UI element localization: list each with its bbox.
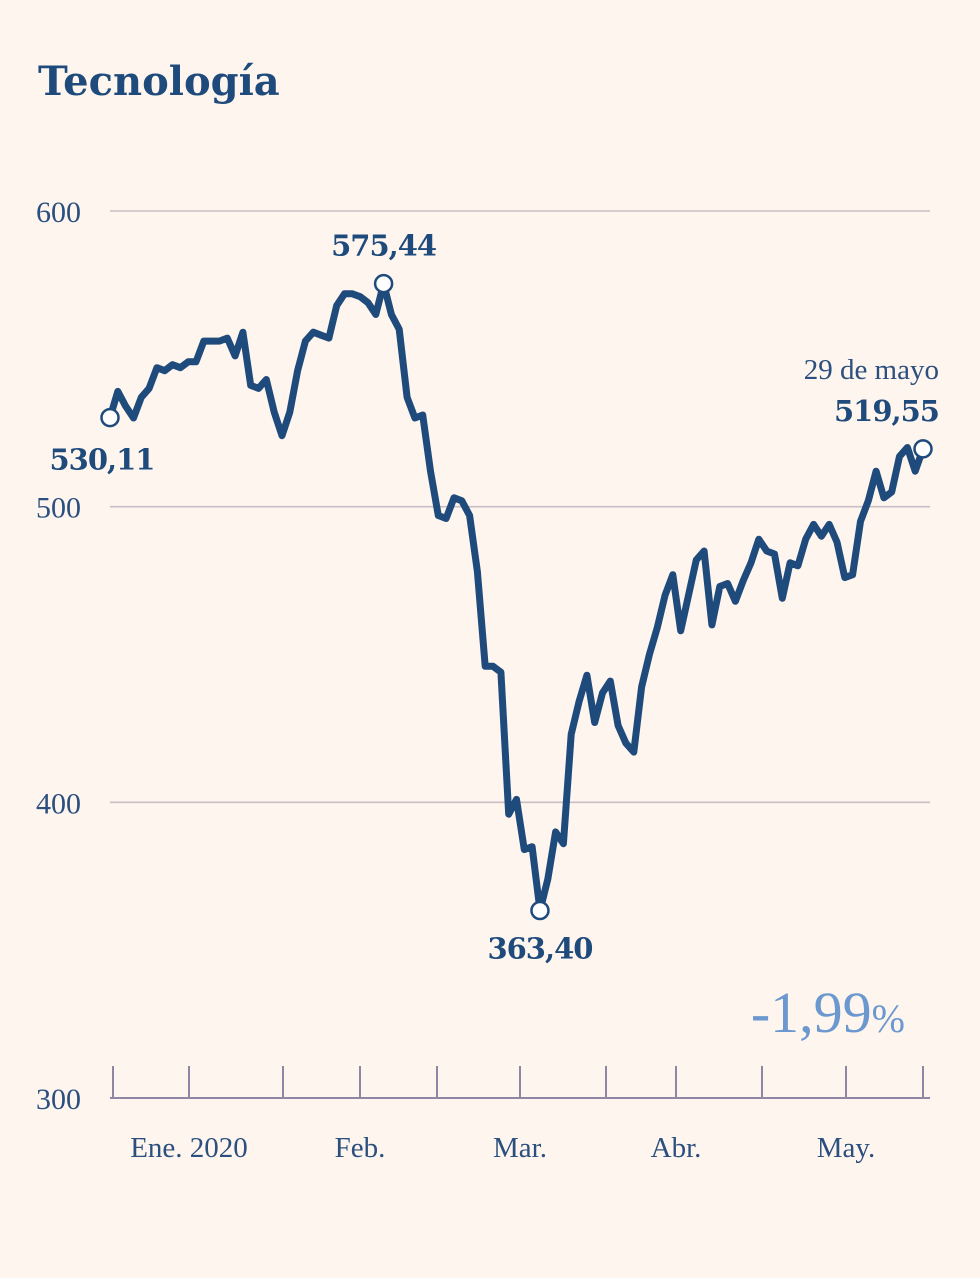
chart-title: Tecnología [38,58,280,105]
x-tick-label-0: Ene. 2020 [130,1132,248,1164]
y-tick-labels: 300 400 500 600 [36,196,81,1116]
change-unit: % [872,996,905,1041]
x-tick-label-4: May. [817,1132,876,1164]
marker-3 [913,439,933,459]
y-tick-label-500: 500 [36,492,81,525]
date-note-3: 29 de mayo [804,354,939,386]
x-tick-label-3: Abr. [651,1132,702,1164]
marker-1 [373,273,394,294]
grid-layer [110,210,930,804]
y-tick-label-400: 400 [36,787,81,820]
x-tick-labels: Ene. 2020 Feb. Mar. Abr. May. [130,1132,875,1164]
annotation-markers [100,273,933,921]
y-tick-label-300: 300 [36,1083,81,1116]
y-tick-label-600: 600 [36,196,81,229]
change-number: -1,99 [751,980,872,1045]
x-ticks [112,1066,924,1098]
marker-0 [100,407,120,428]
value-label-2: 363,40 [487,932,592,966]
change-value: -1,99% [751,980,905,1045]
value-label-3: 519,55 [834,394,939,428]
marker-2 [530,900,550,921]
x-tick-label-1: Feb. [335,1132,386,1164]
series-line [106,280,927,914]
value-label-1: 575,44 [331,229,436,263]
value-label-0: 530,11 [50,443,155,477]
x-tick-label-2: Mar. [493,1132,547,1164]
annotation-labels: 530,11 575,44 363,40 519,55 29 de mayo [50,229,941,966]
